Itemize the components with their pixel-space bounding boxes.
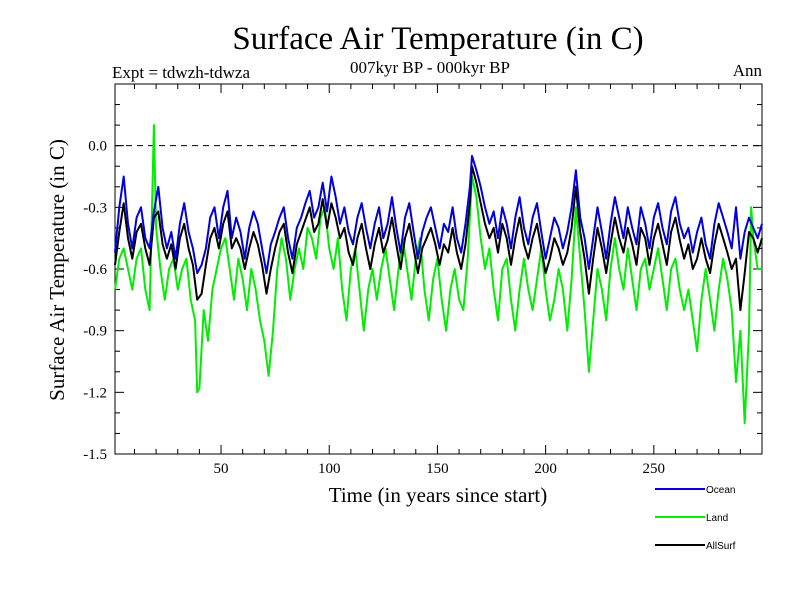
series-layer — [114, 124, 763, 425]
chart-subtitle: 007kyr BP - 000kyr BP — [350, 58, 510, 77]
chart-title: Surface Air Temperature (in C) — [232, 21, 643, 57]
y-tick-label: -1.5 — [83, 447, 107, 463]
x-tick-label: 250 — [643, 461, 666, 477]
x-tick-label: 50 — [214, 461, 229, 477]
series-line-ocean — [114, 154, 763, 275]
x-axis-label: Time (in years since start) — [329, 483, 548, 507]
legend-label-ocean: Ocean — [706, 485, 735, 496]
season-label: Ann — [733, 61, 763, 80]
legend: Ocean Land AllSurf — [655, 485, 736, 552]
y-tick-label: -0.3 — [83, 200, 107, 216]
y-tick-label: -0.9 — [83, 324, 107, 340]
series-line-allsurf — [114, 165, 763, 312]
x-tick-label: 150 — [426, 461, 449, 477]
y-tick-label: -0.6 — [83, 262, 107, 278]
y-tick-label: -1.2 — [83, 385, 107, 401]
y-tick-label: 0.0 — [88, 139, 107, 155]
axis-ticks: 50 100 150 200 250 0.0 -0.3 -0.6 -0.9 -1.2 -1.5 — [83, 84, 762, 477]
series-line-land — [114, 124, 762, 425]
legend-label-allsurf: AllSurf — [706, 541, 736, 552]
legend-label-land: Land — [706, 513, 728, 524]
y-axis-label: Surface Air Temperature (in C) — [45, 139, 69, 401]
experiment-label: Expt = tdwzh-tdwza — [112, 63, 250, 82]
x-tick-label: 100 — [318, 461, 341, 477]
x-tick-label: 200 — [534, 461, 557, 477]
